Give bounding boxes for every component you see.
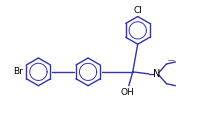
Text: —: —	[168, 57, 175, 63]
Text: Br: Br	[13, 67, 23, 76]
Text: N: N	[153, 69, 160, 79]
Text: OH: OH	[121, 88, 135, 97]
Text: Cl: Cl	[133, 6, 142, 15]
